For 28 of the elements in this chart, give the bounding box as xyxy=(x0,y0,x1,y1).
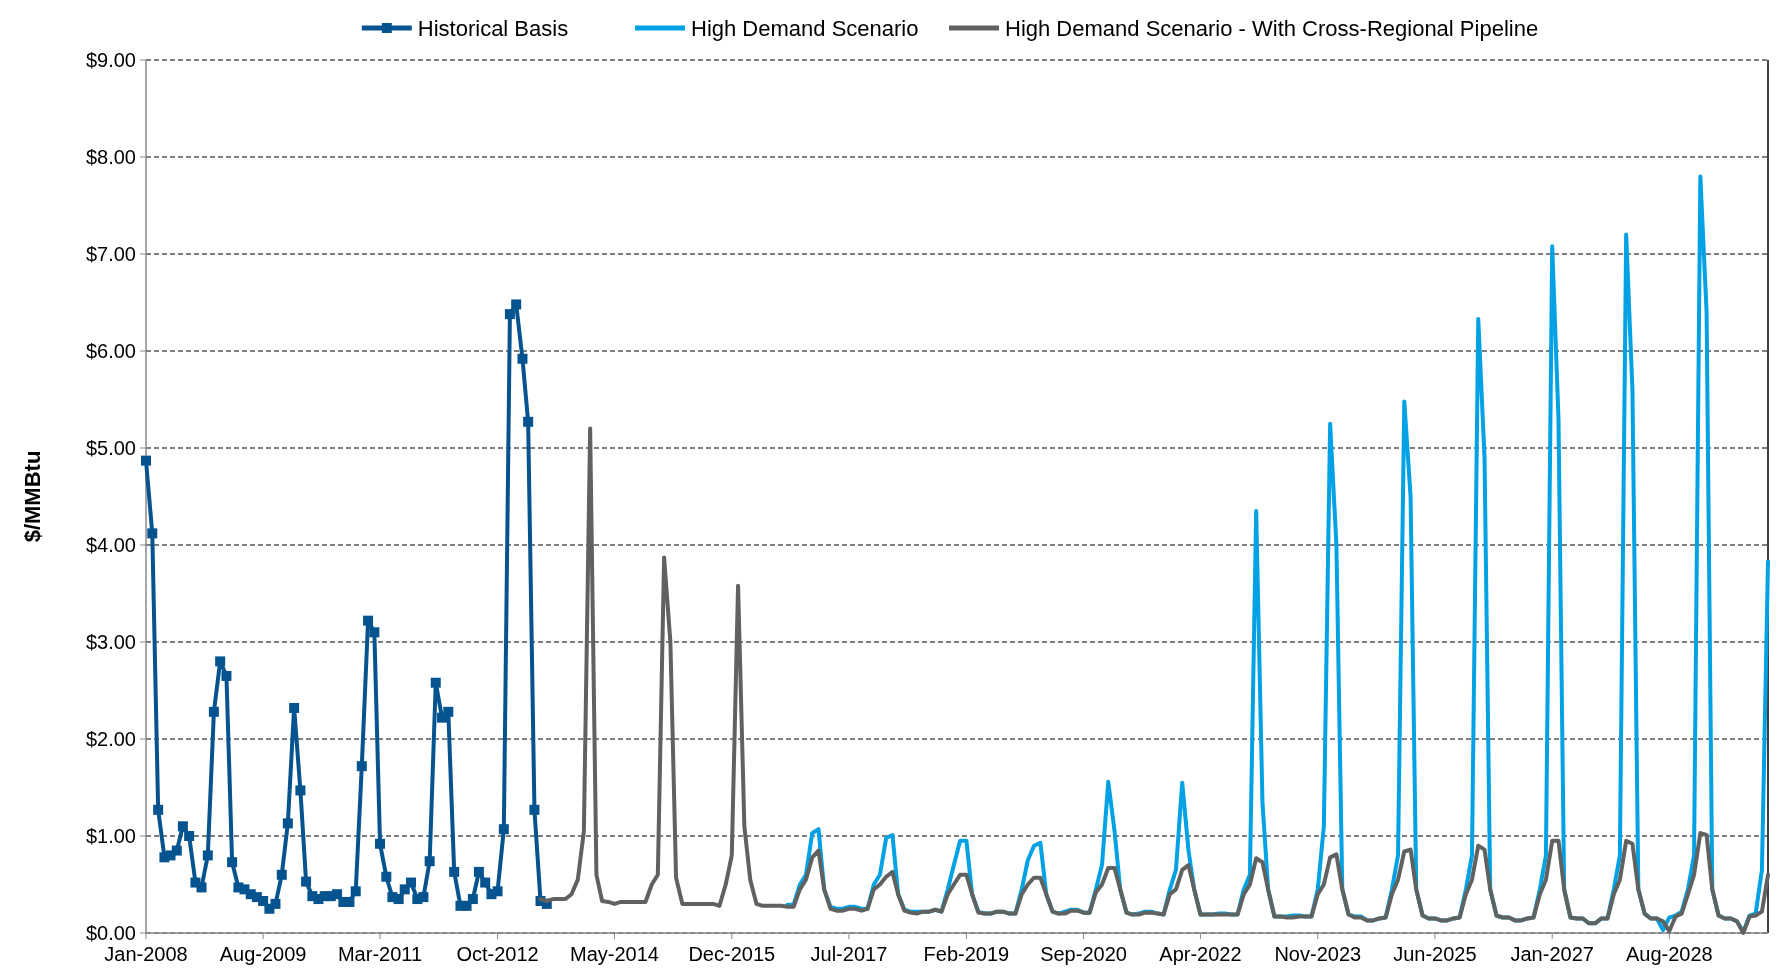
y-tick-label: $6.00 xyxy=(85,340,136,362)
y-tick-label: $4.00 xyxy=(85,534,136,556)
y-tick-label: $8.00 xyxy=(85,146,136,168)
x-tick-label: Feb-2019 xyxy=(923,943,1010,965)
x-tick-label: Jan-2027 xyxy=(1510,943,1594,965)
x-tick-label: Jun-2025 xyxy=(1393,943,1477,965)
x-tick-label: Oct-2012 xyxy=(456,943,539,965)
x-tick-label: May-2014 xyxy=(570,943,659,965)
y-tick-label: $3.00 xyxy=(85,631,136,653)
y-tick-label: $1.00 xyxy=(85,825,136,847)
y-tick-label: $5.00 xyxy=(85,437,136,459)
x-tick-label: Jan-2008 xyxy=(104,943,188,965)
x-tick-label: Mar-2011 xyxy=(337,943,423,965)
x-tick-label: Apr-2022 xyxy=(1159,943,1242,965)
legend-label: High Demand Scenario xyxy=(691,15,919,41)
legend-label: Historical Basis xyxy=(417,15,569,41)
x-tick-label: Dec-2015 xyxy=(688,943,776,965)
y-tick-label: $7.00 xyxy=(85,243,136,265)
x-tick-label: Aug-2028 xyxy=(1625,943,1713,965)
x-tick-label: Aug-2009 xyxy=(219,943,307,965)
y-tick-label: $9.00 xyxy=(85,49,136,71)
y-tick-label: $0.00 xyxy=(85,922,136,944)
x-tick-label: Sep-2020 xyxy=(1040,943,1127,965)
x-tick-label: Nov-2023 xyxy=(1274,943,1362,965)
legend-label: High Demand Scenario - With Cross-Regional Pipeline xyxy=(1005,15,1539,41)
y-tick-label: $2.00 xyxy=(85,728,136,750)
x-tick-label: Jul-2017 xyxy=(810,943,888,965)
y-axis-title: $/MMBtu xyxy=(20,450,45,543)
